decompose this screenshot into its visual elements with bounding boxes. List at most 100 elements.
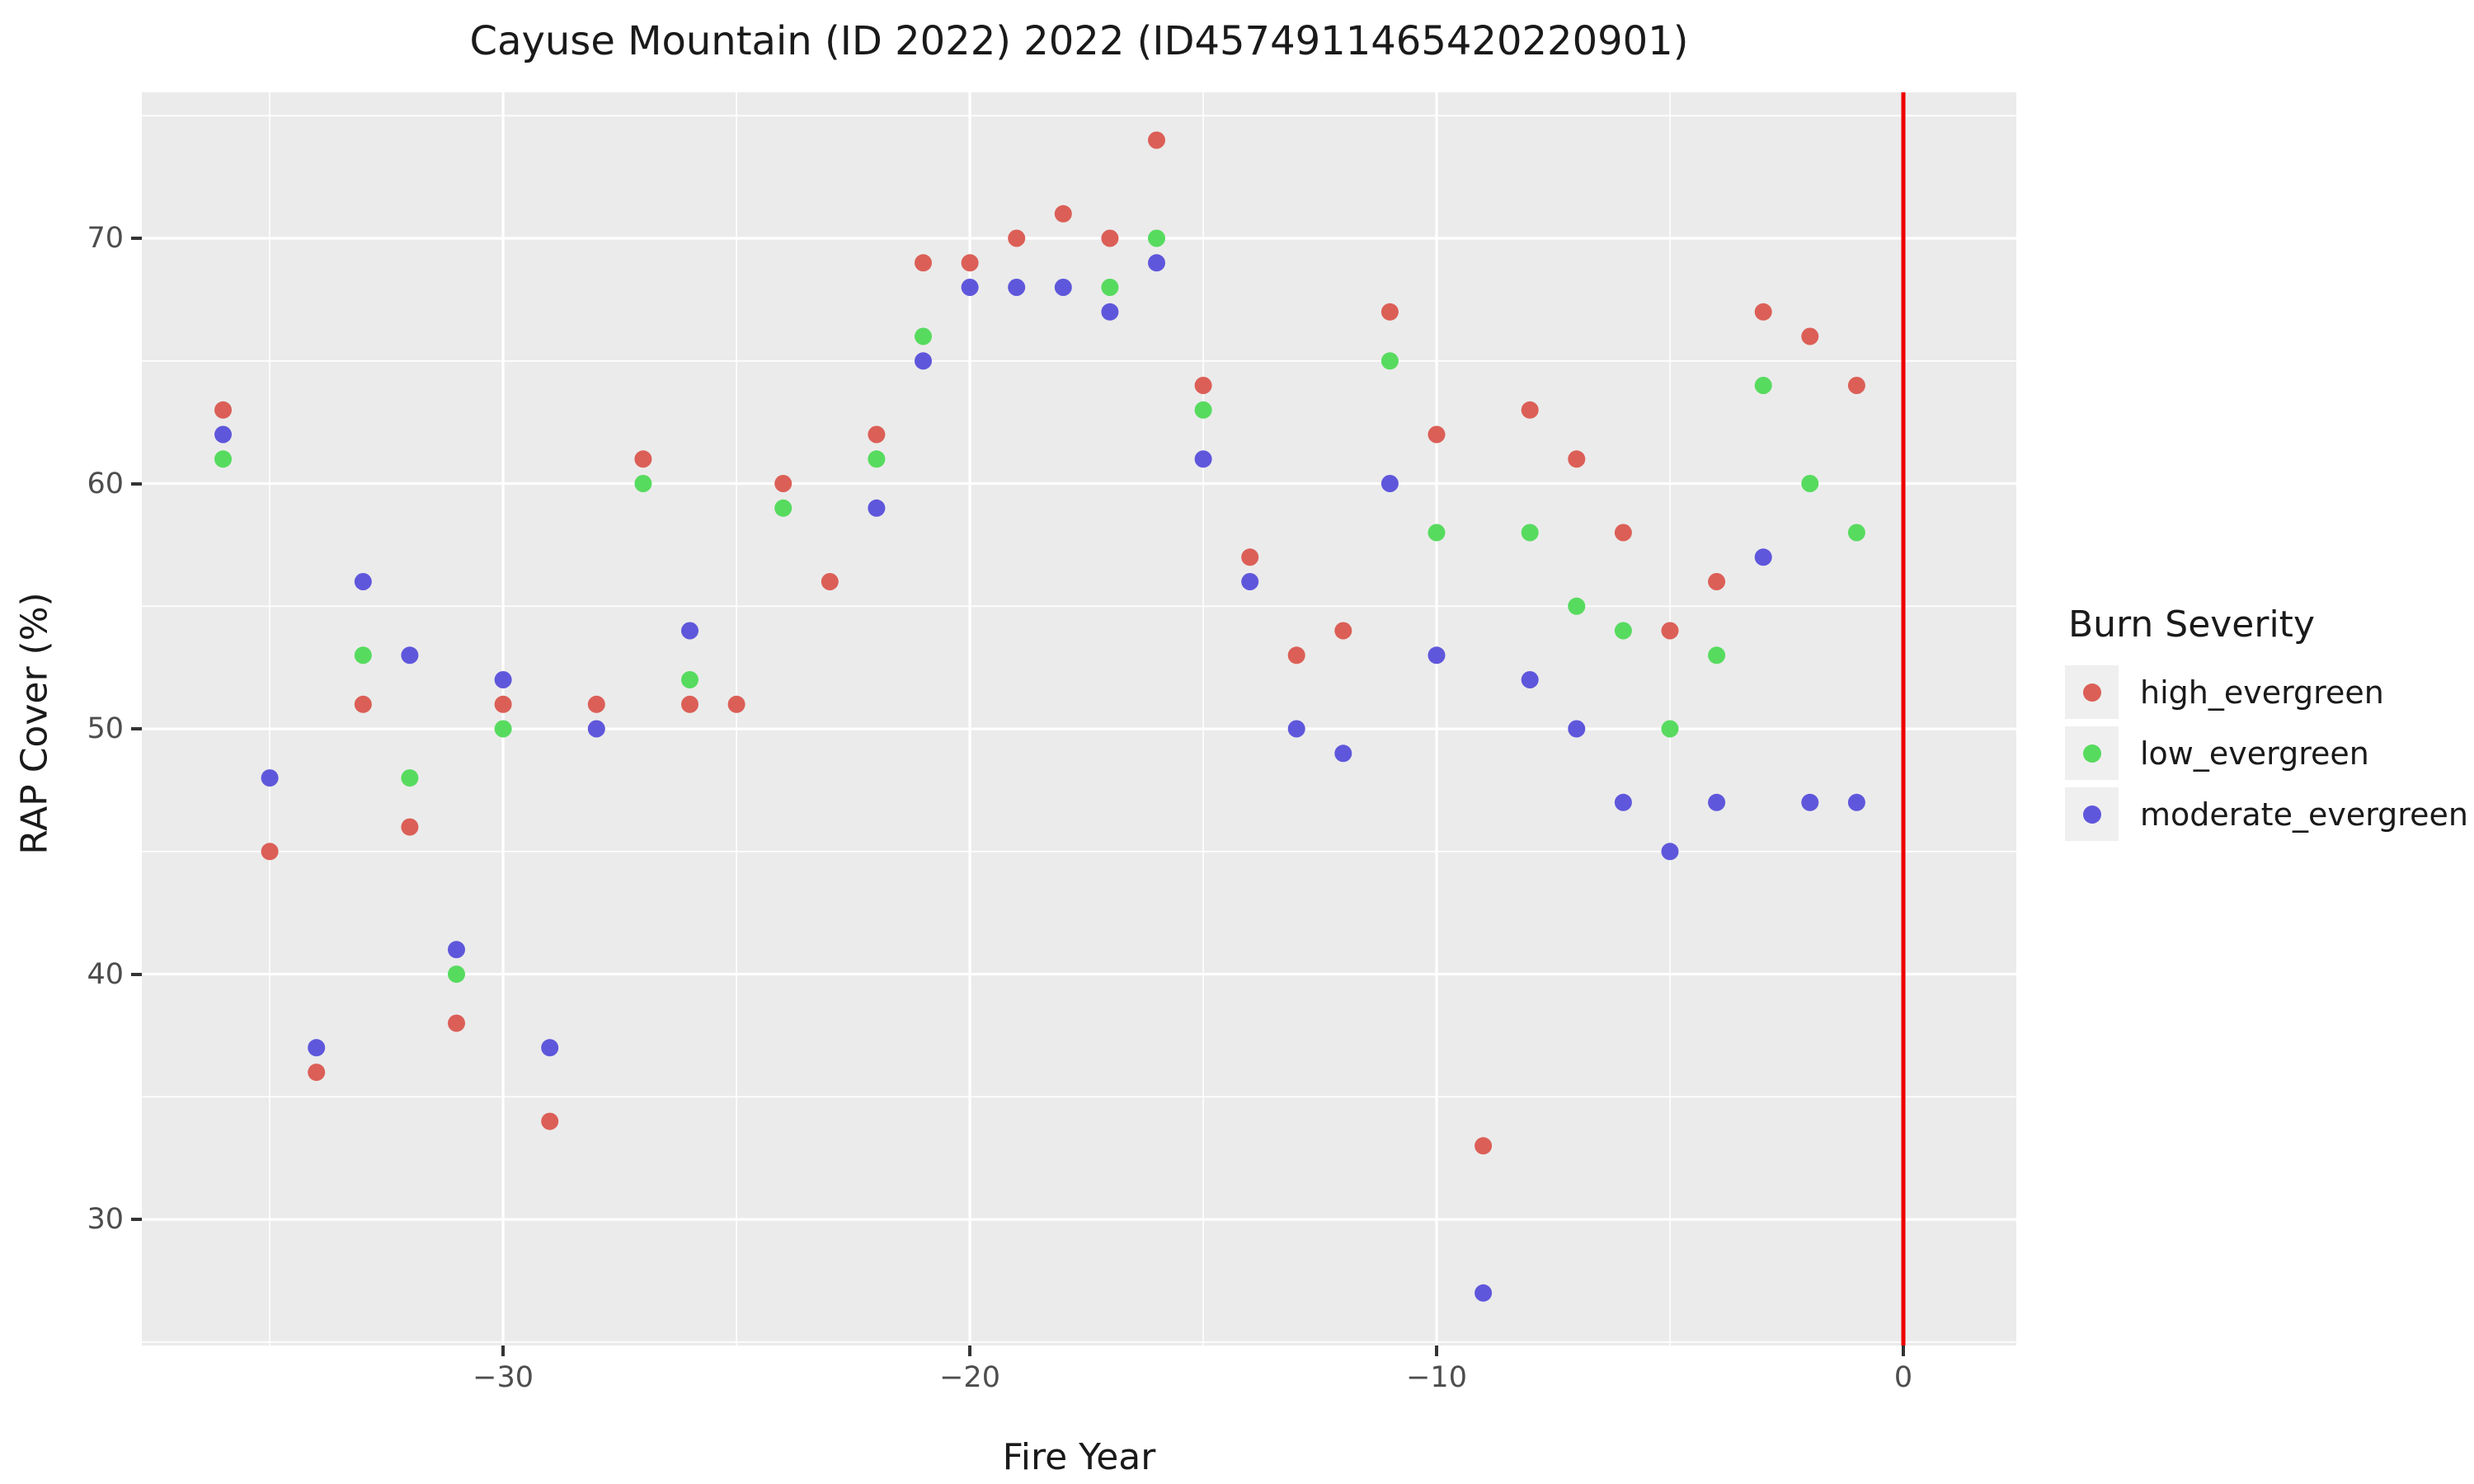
data-point-high_evergreen — [1847, 377, 1865, 394]
data-point-moderate_evergreen — [1148, 254, 1165, 272]
data-point-low_evergreen — [1568, 597, 1586, 615]
data-point-low_evergreen — [1661, 720, 1679, 738]
data-point-moderate_evergreen — [1427, 646, 1446, 665]
data-point-high_evergreen — [868, 425, 886, 444]
legend-key — [2065, 787, 2119, 841]
moderate-evergreen-dot-icon — [2082, 805, 2101, 824]
legend-item-low-evergreen: low_evergreen — [2065, 726, 2461, 780]
data-point-high_evergreen — [915, 254, 932, 272]
data-point-high_evergreen — [354, 695, 372, 713]
data-point-low_evergreen — [681, 671, 698, 688]
data-point-low_evergreen — [1847, 524, 1865, 542]
legend-key — [2065, 665, 2119, 719]
data-point-moderate_evergreen — [401, 646, 419, 665]
data-point-high_evergreen — [1008, 229, 1026, 247]
data-point-low_evergreen — [214, 450, 232, 468]
data-point-high_evergreen — [1287, 646, 1305, 665]
data-point-high_evergreen — [1661, 622, 1679, 640]
data-point-moderate_evergreen — [1475, 1284, 1493, 1302]
y-tick-mark — [131, 972, 142, 976]
data-point-high_evergreen — [1101, 229, 1119, 247]
data-point-moderate_evergreen — [1708, 793, 1726, 811]
data-point-high_evergreen — [1708, 573, 1726, 590]
data-point-high_evergreen — [1614, 524, 1632, 542]
data-point-high_evergreen — [727, 695, 745, 713]
data-point-moderate_evergreen — [1194, 450, 1212, 468]
data-point-high_evergreen — [1194, 377, 1212, 394]
data-point-low_evergreen — [868, 450, 886, 468]
data-point-moderate_evergreen — [587, 720, 605, 738]
data-point-low_evergreen — [1614, 622, 1632, 640]
data-point-high_evergreen — [821, 573, 839, 590]
x-tick-mark — [1902, 1345, 1906, 1356]
data-point-high_evergreen — [214, 401, 232, 419]
data-point-high_evergreen — [1754, 303, 1772, 321]
data-point-low_evergreen — [1754, 377, 1772, 394]
data-point-high_evergreen — [1427, 425, 1446, 444]
y-tick-mark — [131, 237, 142, 241]
y-tick-label: 60 — [87, 467, 124, 500]
data-point-moderate_evergreen — [354, 573, 372, 590]
data-point-high_evergreen — [1380, 303, 1399, 321]
legend-item-moderate-evergreen: moderate_evergreen — [2065, 787, 2468, 841]
data-point-moderate_evergreen — [1568, 720, 1586, 738]
data-point-moderate_evergreen — [1054, 279, 1072, 296]
data-point-high_evergreen — [1054, 204, 1072, 223]
y-tick-label: 30 — [87, 1203, 124, 1237]
data-point-moderate_evergreen — [1754, 548, 1772, 566]
x-tick-label: −20 — [939, 1361, 1000, 1394]
data-point-moderate_evergreen — [961, 279, 979, 296]
data-point-high_evergreen — [961, 254, 979, 272]
y-tick-label: 50 — [87, 712, 124, 746]
x-tick-mark — [501, 1345, 506, 1356]
data-point-low_evergreen — [401, 769, 419, 787]
data-point-high_evergreen — [308, 1064, 326, 1082]
data-point-low_evergreen — [1380, 352, 1399, 370]
data-point-moderate_evergreen — [1380, 475, 1399, 492]
legend-item-high-evergreen: high_evergreen — [2065, 665, 2461, 719]
x-tick-mark — [1435, 1345, 1439, 1356]
legend-label: high_evergreen — [2140, 674, 2384, 711]
data-point-low_evergreen — [1101, 279, 1119, 296]
data-point-low_evergreen — [1194, 401, 1212, 419]
data-point-high_evergreen — [1521, 401, 1539, 419]
data-point-high_evergreen — [1475, 1137, 1493, 1155]
y-axis-title: RAP Cover (%) — [13, 592, 56, 855]
data-point-high_evergreen — [634, 450, 652, 468]
data-point-moderate_evergreen — [868, 499, 886, 517]
data-point-high_evergreen — [1241, 548, 1259, 566]
legend-label: moderate_evergreen — [2140, 796, 2468, 833]
data-point-low_evergreen — [634, 475, 652, 492]
data-point-moderate_evergreen — [1614, 793, 1632, 811]
data-point-high_evergreen — [1801, 327, 1819, 345]
data-point-moderate_evergreen — [308, 1039, 326, 1057]
data-point-moderate_evergreen — [1801, 793, 1819, 811]
data-point-high_evergreen — [1148, 131, 1165, 149]
data-point-high_evergreen — [774, 475, 793, 492]
data-point-high_evergreen — [494, 695, 512, 713]
data-point-low_evergreen — [915, 327, 932, 345]
y-tick-mark — [131, 481, 142, 486]
data-point-low_evergreen — [1801, 475, 1819, 492]
data-point-high_evergreen — [1334, 622, 1352, 640]
x-tick-mark — [968, 1345, 972, 1356]
low-evergreen-dot-icon — [2082, 744, 2101, 763]
data-point-moderate_evergreen — [681, 622, 698, 640]
data-point-low_evergreen — [448, 965, 465, 984]
data-point-moderate_evergreen — [261, 769, 279, 787]
scatter-panel — [142, 92, 2016, 1345]
data-point-moderate_evergreen — [1008, 279, 1026, 296]
data-point-high_evergreen — [1568, 450, 1586, 468]
data-point-moderate_evergreen — [915, 352, 932, 370]
plot-title: Cayuse Mountain (ID 2022) 2022 (ID457491… — [469, 18, 1689, 64]
data-point-moderate_evergreen — [1521, 671, 1539, 688]
data-point-moderate_evergreen — [1661, 843, 1679, 861]
y-tick-mark — [131, 1218, 142, 1222]
data-point-high_evergreen — [401, 818, 419, 836]
legend-key — [2065, 726, 2119, 780]
data-point-high_evergreen — [681, 695, 698, 713]
data-point-moderate_evergreen — [494, 671, 512, 688]
data-point-low_evergreen — [1427, 524, 1446, 542]
data-point-moderate_evergreen — [1241, 573, 1259, 590]
